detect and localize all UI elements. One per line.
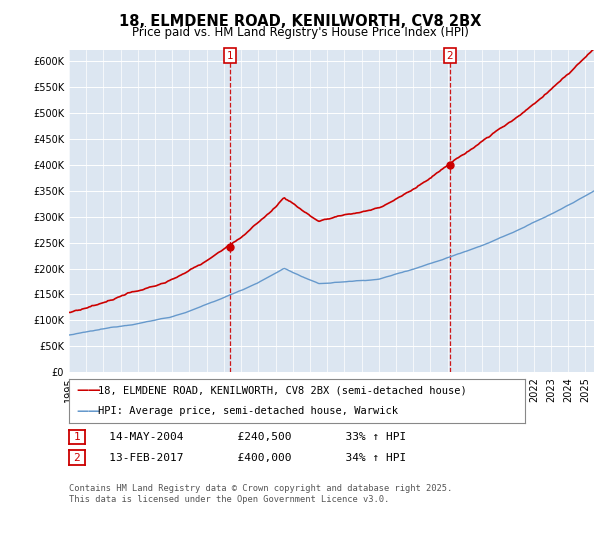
Text: Price paid vs. HM Land Registry's House Price Index (HPI): Price paid vs. HM Land Registry's House … — [131, 26, 469, 39]
Text: 1: 1 — [227, 50, 233, 60]
Text: 2: 2 — [73, 452, 80, 463]
Text: 13-FEB-2017        £400,000        34% ↑ HPI: 13-FEB-2017 £400,000 34% ↑ HPI — [89, 452, 406, 463]
Text: 1: 1 — [73, 432, 80, 442]
Text: 18, ELMDENE ROAD, KENILWORTH, CV8 2BX (semi-detached house): 18, ELMDENE ROAD, KENILWORTH, CV8 2BX (s… — [98, 386, 467, 396]
Text: Contains HM Land Registry data © Crown copyright and database right 2025.
This d: Contains HM Land Registry data © Crown c… — [69, 484, 452, 504]
Text: 18, ELMDENE ROAD, KENILWORTH, CV8 2BX: 18, ELMDENE ROAD, KENILWORTH, CV8 2BX — [119, 14, 481, 29]
Text: ——: —— — [76, 404, 101, 418]
Text: HPI: Average price, semi-detached house, Warwick: HPI: Average price, semi-detached house,… — [98, 406, 398, 416]
Text: 2: 2 — [446, 50, 453, 60]
Text: ——: —— — [76, 384, 101, 398]
Text: 14-MAY-2004        £240,500        33% ↑ HPI: 14-MAY-2004 £240,500 33% ↑ HPI — [89, 432, 406, 442]
